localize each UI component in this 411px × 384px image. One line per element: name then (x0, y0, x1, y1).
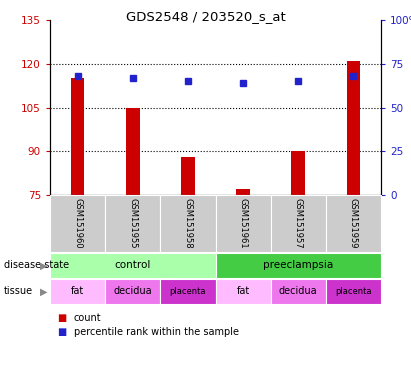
Text: decidua: decidua (279, 286, 318, 296)
Bar (215, 279, 271, 304)
Text: ■: ■ (58, 327, 67, 337)
Text: GSM151958: GSM151958 (183, 198, 192, 249)
Bar (181, 157, 195, 195)
Bar (215, 253, 381, 278)
Text: preeclampsia: preeclampsia (263, 260, 333, 270)
Text: GSM151960: GSM151960 (73, 198, 82, 249)
Text: GSM151955: GSM151955 (128, 198, 137, 249)
Text: placenta: placenta (335, 287, 372, 296)
Text: ▶: ▶ (40, 260, 48, 270)
Bar (50, 279, 105, 304)
Text: fat: fat (236, 286, 250, 296)
Bar (346, 61, 360, 195)
Text: GDS2548 / 203520_s_at: GDS2548 / 203520_s_at (126, 10, 285, 23)
Bar (105, 279, 160, 304)
Bar (126, 108, 140, 195)
Bar (326, 279, 381, 304)
Bar (105, 195, 160, 252)
Bar (215, 195, 271, 252)
Bar (271, 279, 326, 304)
Text: disease state: disease state (4, 260, 69, 270)
Bar (50, 253, 215, 278)
Text: GSM151957: GSM151957 (294, 198, 303, 249)
Text: ▶: ▶ (40, 286, 48, 296)
Text: percentile rank within the sample: percentile rank within the sample (74, 327, 239, 337)
Text: GSM151961: GSM151961 (238, 198, 247, 249)
Bar (71, 78, 85, 195)
Bar (236, 189, 250, 195)
Bar (50, 195, 105, 252)
Text: decidua: decidua (113, 286, 152, 296)
Bar (160, 279, 215, 304)
Text: ■: ■ (58, 313, 67, 323)
Bar (160, 195, 215, 252)
Text: control: control (115, 260, 151, 270)
Bar (326, 195, 381, 252)
Text: placenta: placenta (170, 287, 206, 296)
Text: count: count (74, 313, 102, 323)
Text: tissue: tissue (4, 286, 33, 296)
Bar (271, 195, 326, 252)
Text: GSM151959: GSM151959 (349, 198, 358, 249)
Bar (291, 151, 305, 195)
Text: fat: fat (71, 286, 84, 296)
